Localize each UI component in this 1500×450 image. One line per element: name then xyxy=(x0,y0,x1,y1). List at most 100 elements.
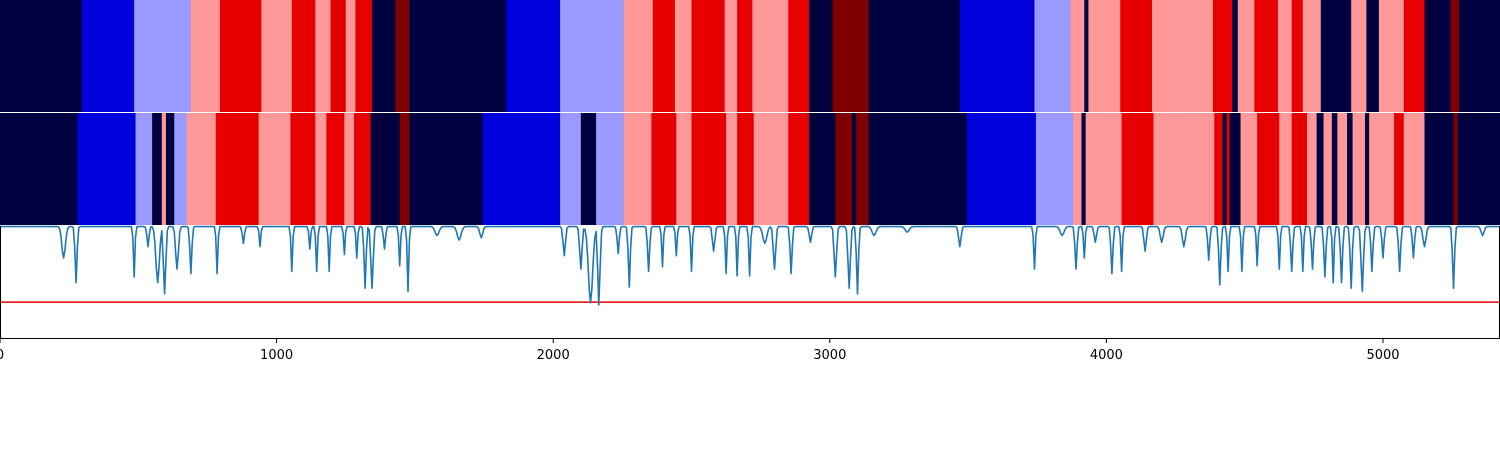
heatmap-cell xyxy=(1365,113,1370,225)
heatmap-cell xyxy=(1214,113,1224,225)
heatmap-cell xyxy=(161,113,167,225)
heatmap-cell xyxy=(788,113,810,225)
heatmap-cell xyxy=(1316,113,1325,225)
heatmap-cell xyxy=(788,0,810,112)
heatmap-cell xyxy=(753,113,789,225)
strip-separator xyxy=(0,112,1500,113)
heatmap-cell xyxy=(215,113,260,225)
heatmap-cell xyxy=(737,113,755,225)
heatmap-cell xyxy=(219,0,262,112)
heatmap-cell xyxy=(623,113,652,225)
heatmap-cell xyxy=(752,0,789,112)
heatmap-cell xyxy=(1459,0,1500,112)
heatmap-cell xyxy=(330,0,347,112)
heatmap-cell xyxy=(1277,0,1293,112)
heatmap-cell xyxy=(290,113,316,225)
heatmap-cell xyxy=(395,0,410,112)
heatmap-cell xyxy=(1337,113,1348,225)
heatmap-cell xyxy=(315,113,327,225)
heatmap-cell xyxy=(1257,113,1280,225)
heatmap-cell xyxy=(726,113,738,225)
heatmap-cell xyxy=(1153,113,1215,225)
heatmap-cell xyxy=(261,0,293,112)
heatmap-cell xyxy=(1424,0,1452,112)
heatmap-cell xyxy=(1085,113,1123,225)
heatmap-cell xyxy=(1121,113,1155,225)
x-tick-label: 2000 xyxy=(537,348,570,363)
heatmap-cell xyxy=(691,113,727,225)
heatmap-cell xyxy=(1229,113,1242,225)
heatmap-cell xyxy=(868,113,968,225)
heatmap-cell xyxy=(560,113,582,225)
heatmap-cell xyxy=(326,113,345,225)
heatmap-cell xyxy=(409,113,484,225)
heatmap-cell xyxy=(652,0,676,112)
heatmap-cell xyxy=(77,113,137,225)
heatmap-cell xyxy=(315,0,332,112)
heatmap-cell xyxy=(258,113,292,225)
heatmap-cell xyxy=(152,113,163,225)
heatmap-cell xyxy=(1351,0,1368,112)
heatmap-top-panel xyxy=(0,0,1500,112)
heatmap-cell xyxy=(190,0,221,112)
heatmap-cell xyxy=(134,0,192,112)
heatmap-cell xyxy=(1306,113,1318,225)
heatmap-cell xyxy=(737,0,753,112)
heatmap-cell xyxy=(676,113,693,225)
heatmap-middle-panel xyxy=(0,112,1500,225)
heatmap-cell xyxy=(724,0,738,112)
heatmap-cell xyxy=(1331,113,1338,225)
heatmap-cell xyxy=(1403,113,1426,225)
heatmap-cell xyxy=(482,113,561,225)
heatmap-cell xyxy=(506,0,561,112)
heatmap-cell xyxy=(1320,0,1352,112)
heatmap-cell xyxy=(674,0,693,112)
heatmap-cell xyxy=(1279,113,1293,225)
heatmap-cell xyxy=(560,0,625,112)
heatmap-cell xyxy=(1453,113,1459,225)
heatmap-cell xyxy=(623,0,654,112)
heatmap-cell xyxy=(1226,113,1231,225)
heatmap-cell xyxy=(1424,113,1455,225)
heatmap-cell xyxy=(186,113,217,225)
heatmap-cell xyxy=(0,113,79,225)
line-plot-panel xyxy=(0,225,1500,339)
heatmap-cell xyxy=(959,0,1036,112)
heatmap-cell xyxy=(1254,0,1279,112)
signal-series-line xyxy=(0,225,1500,306)
x-tick-label: 5000 xyxy=(1366,348,1399,363)
heatmap-cell xyxy=(370,113,401,225)
heatmap-cell xyxy=(596,113,625,225)
heatmap-cell xyxy=(1035,113,1074,225)
heatmap-cell xyxy=(1457,113,1500,225)
heatmap-cell xyxy=(1081,113,1087,225)
heatmap-cell xyxy=(1403,0,1426,112)
heatmap-cell xyxy=(809,0,834,112)
heatmap-cell xyxy=(354,113,372,225)
heatmap-cell xyxy=(355,0,373,112)
heatmap-cell xyxy=(135,113,153,225)
heatmap-cell xyxy=(1369,113,1395,225)
heatmap-cell xyxy=(1394,113,1405,225)
heatmap-cell xyxy=(372,0,397,112)
heatmap-cell xyxy=(174,113,188,225)
heatmap-cell xyxy=(1366,0,1380,112)
heatmap-cell xyxy=(809,113,836,225)
heatmap-cell xyxy=(1084,0,1090,112)
heatmap-cell xyxy=(832,0,870,112)
heatmap-cell xyxy=(1222,113,1228,225)
x-axis: 0 1000 2000 3000 4000 5000 xyxy=(0,338,1400,363)
heatmap-cell xyxy=(1378,0,1405,112)
heatmap-cell xyxy=(1323,113,1333,225)
heatmap-cell xyxy=(1240,113,1258,225)
heatmap-cell xyxy=(409,0,507,112)
heatmap-cell xyxy=(1291,0,1304,112)
x-tick-label: 0 xyxy=(0,348,4,363)
heatmap-cell xyxy=(291,0,316,112)
heatmap-cell xyxy=(966,113,1037,225)
heatmap-cell xyxy=(1070,0,1085,112)
heatmap-cell xyxy=(1212,0,1233,112)
heatmap-cell xyxy=(1034,0,1072,112)
heatmap-cell xyxy=(835,113,853,225)
